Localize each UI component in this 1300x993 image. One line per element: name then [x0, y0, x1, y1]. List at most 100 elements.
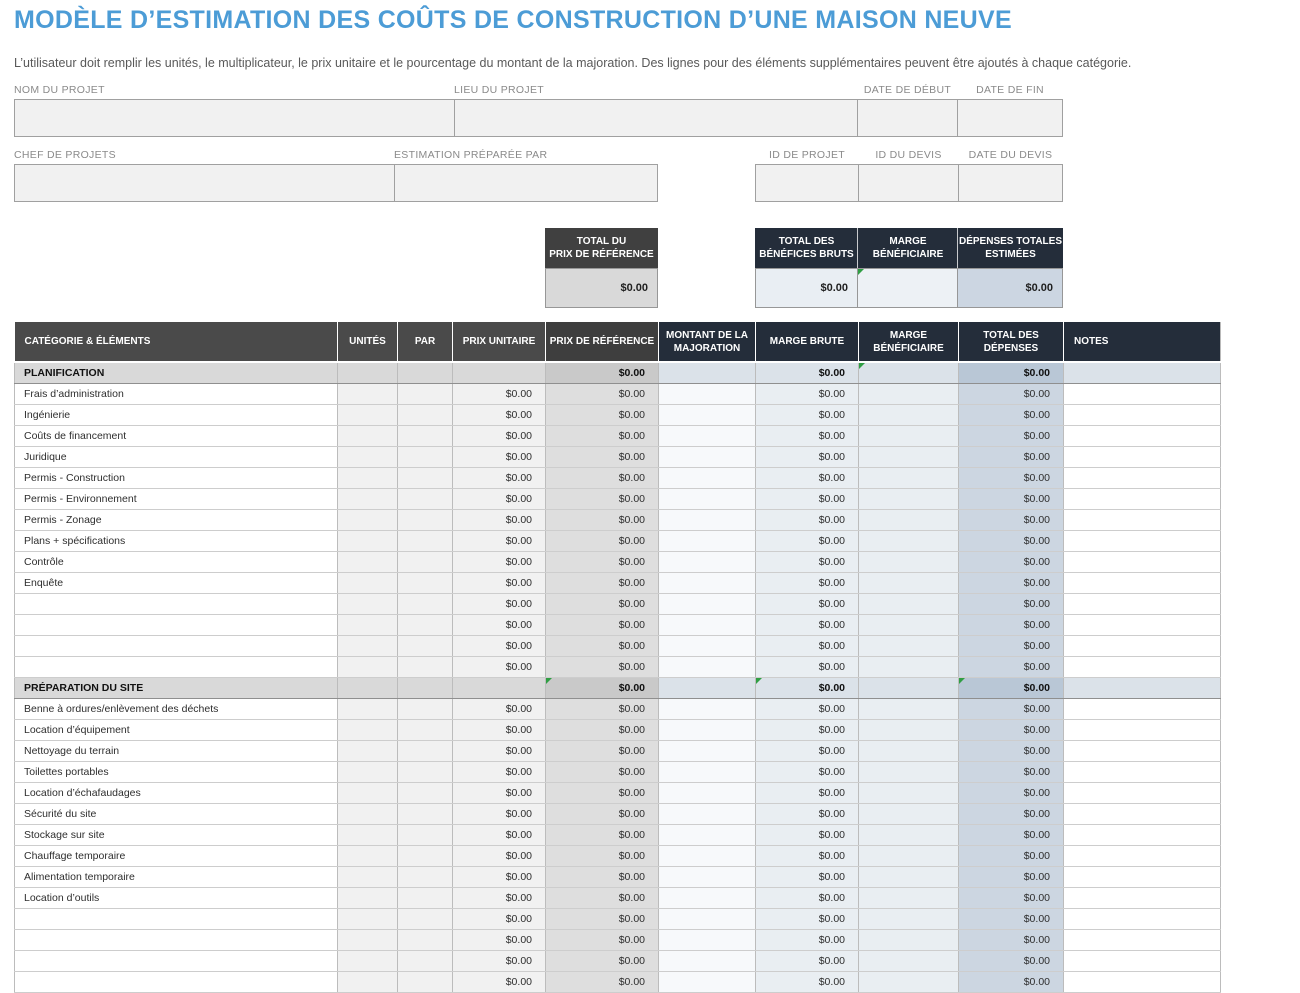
- cell-marge-beneficiaire[interactable]: [858, 887, 959, 909]
- cell-marge-beneficiaire[interactable]: [858, 572, 959, 594]
- cell-par[interactable]: [397, 551, 453, 573]
- cell-marge-beneficiaire[interactable]: [858, 803, 959, 825]
- cell-montant-majoration[interactable]: [658, 866, 756, 888]
- date-du-devis-input[interactable]: [958, 164, 1063, 202]
- cell-par[interactable]: [397, 572, 453, 594]
- cell-unites[interactable]: [337, 509, 398, 531]
- cell-prix-unitaire[interactable]: $0.00: [452, 971, 546, 993]
- cell-par[interactable]: [397, 593, 453, 615]
- cell-par[interactable]: [397, 530, 453, 552]
- cell-par[interactable]: [397, 845, 453, 867]
- cell-categorie[interactable]: Juridique: [14, 446, 338, 468]
- cell-prix-unitaire[interactable]: $0.00: [452, 719, 546, 741]
- cell-marge-beneficiaire[interactable]: [858, 929, 959, 951]
- cell-montant-majoration[interactable]: [658, 635, 756, 657]
- cell-prix-unitaire[interactable]: $0.00: [452, 383, 546, 405]
- cell-prix-unitaire[interactable]: $0.00: [452, 866, 546, 888]
- cell-prix-unitaire[interactable]: $0.00: [452, 551, 546, 573]
- cell-marge-beneficiaire[interactable]: [858, 614, 959, 636]
- cell-marge-beneficiaire[interactable]: [858, 425, 959, 447]
- cell-par[interactable]: [397, 614, 453, 636]
- cell-categorie[interactable]: Permis - Zonage: [14, 509, 338, 531]
- cell-prix-unitaire[interactable]: $0.00: [452, 824, 546, 846]
- cell-categorie[interactable]: [14, 950, 338, 972]
- cell-montant-majoration[interactable]: [658, 509, 756, 531]
- cell-categorie[interactable]: [14, 929, 338, 951]
- cell-categorie[interactable]: Sécurité du site: [14, 803, 338, 825]
- cell-categorie[interactable]: [14, 908, 338, 930]
- cell-prix-unitaire[interactable]: $0.00: [452, 803, 546, 825]
- cell-prix-unitaire[interactable]: $0.00: [452, 698, 546, 720]
- cell-marge-beneficiaire[interactable]: [858, 971, 959, 993]
- cell-marge-beneficiaire[interactable]: [858, 446, 959, 468]
- cell-marge-beneficiaire[interactable]: [858, 530, 959, 552]
- cell-prix-unitaire[interactable]: $0.00: [452, 593, 546, 615]
- cell-unites[interactable]: [337, 530, 398, 552]
- cell-par[interactable]: [397, 509, 453, 531]
- cell-unites[interactable]: [337, 803, 398, 825]
- cell-unites[interactable]: [337, 572, 398, 594]
- cell-notes[interactable]: [1063, 866, 1221, 888]
- cell-notes[interactable]: [1063, 509, 1221, 531]
- cell-prix-unitaire[interactable]: $0.00: [452, 635, 546, 657]
- cell-unites[interactable]: [337, 887, 398, 909]
- cell-marge-beneficiaire[interactable]: [858, 740, 959, 762]
- cell-par[interactable]: [397, 383, 453, 405]
- cell-categorie[interactable]: Ingénierie: [14, 404, 338, 426]
- cell-montant-majoration[interactable]: [658, 593, 756, 615]
- cell-prix-unitaire[interactable]: $0.00: [452, 887, 546, 909]
- cell-prix-unitaire[interactable]: $0.00: [452, 761, 546, 783]
- cell-par[interactable]: [397, 929, 453, 951]
- cell-marge-beneficiaire[interactable]: [858, 950, 959, 972]
- cell-prix-unitaire[interactable]: $0.00: [452, 614, 546, 636]
- cell-marge-beneficiaire[interactable]: [858, 593, 959, 615]
- cell-notes[interactable]: [1063, 467, 1221, 489]
- cell-unites[interactable]: [337, 971, 398, 993]
- cell-categorie[interactable]: Coûts de financement: [14, 425, 338, 447]
- cell-marge-beneficiaire[interactable]: [858, 698, 959, 720]
- cell-prix-unitaire[interactable]: $0.00: [452, 446, 546, 468]
- cell-montant-majoration[interactable]: [658, 929, 756, 951]
- cell-categorie[interactable]: [14, 635, 338, 657]
- chef-de-projets-input[interactable]: [14, 164, 395, 202]
- cell-categorie[interactable]: Contrôle: [14, 551, 338, 573]
- cell-categorie[interactable]: Location d’outils: [14, 887, 338, 909]
- cell-marge-beneficiaire[interactable]: [858, 908, 959, 930]
- cell-prix-unitaire[interactable]: $0.00: [452, 656, 546, 678]
- cell-par[interactable]: [397, 803, 453, 825]
- cell-notes[interactable]: [1063, 740, 1221, 762]
- cell-prix-unitaire[interactable]: $0.00: [452, 572, 546, 594]
- cell-par[interactable]: [397, 467, 453, 489]
- cell-montant-majoration[interactable]: [658, 551, 756, 573]
- cell-categorie[interactable]: Plans + spécifications: [14, 530, 338, 552]
- cell-notes[interactable]: [1063, 635, 1221, 657]
- cell-marge-beneficiaire[interactable]: [858, 509, 959, 531]
- date-de-debut-input[interactable]: [857, 99, 958, 137]
- cell-par[interactable]: [397, 908, 453, 930]
- cell-notes[interactable]: [1063, 761, 1221, 783]
- cell-montant-majoration[interactable]: [658, 467, 756, 489]
- cell-categorie[interactable]: [14, 971, 338, 993]
- cell-marge-beneficiaire[interactable]: [858, 635, 959, 657]
- cell-unites[interactable]: [337, 782, 398, 804]
- id-de-projet-input[interactable]: [755, 164, 859, 202]
- cell-unites[interactable]: [337, 824, 398, 846]
- cell-notes[interactable]: [1063, 572, 1221, 594]
- cell-notes[interactable]: [1063, 782, 1221, 804]
- cell-marge-beneficiaire[interactable]: [858, 488, 959, 510]
- cell-par[interactable]: [397, 824, 453, 846]
- cell-par[interactable]: [397, 950, 453, 972]
- cell-notes[interactable]: [1063, 887, 1221, 909]
- cell-categorie[interactable]: Benne à ordures/enlèvement des déchets: [14, 698, 338, 720]
- cell-notes[interactable]: [1063, 719, 1221, 741]
- cell-montant-majoration[interactable]: [658, 950, 756, 972]
- cell-montant-majoration[interactable]: [658, 530, 756, 552]
- cell-prix-unitaire[interactable]: $0.00: [452, 467, 546, 489]
- cell-categorie[interactable]: Permis - Construction: [14, 467, 338, 489]
- estimation-preparee-par-input[interactable]: [394, 164, 658, 202]
- cell-categorie[interactable]: Enquête: [14, 572, 338, 594]
- cell-unites[interactable]: [337, 614, 398, 636]
- cell-prix-unitaire[interactable]: $0.00: [452, 950, 546, 972]
- cell-prix-unitaire[interactable]: $0.00: [452, 530, 546, 552]
- cell-marge-beneficiaire[interactable]: [858, 866, 959, 888]
